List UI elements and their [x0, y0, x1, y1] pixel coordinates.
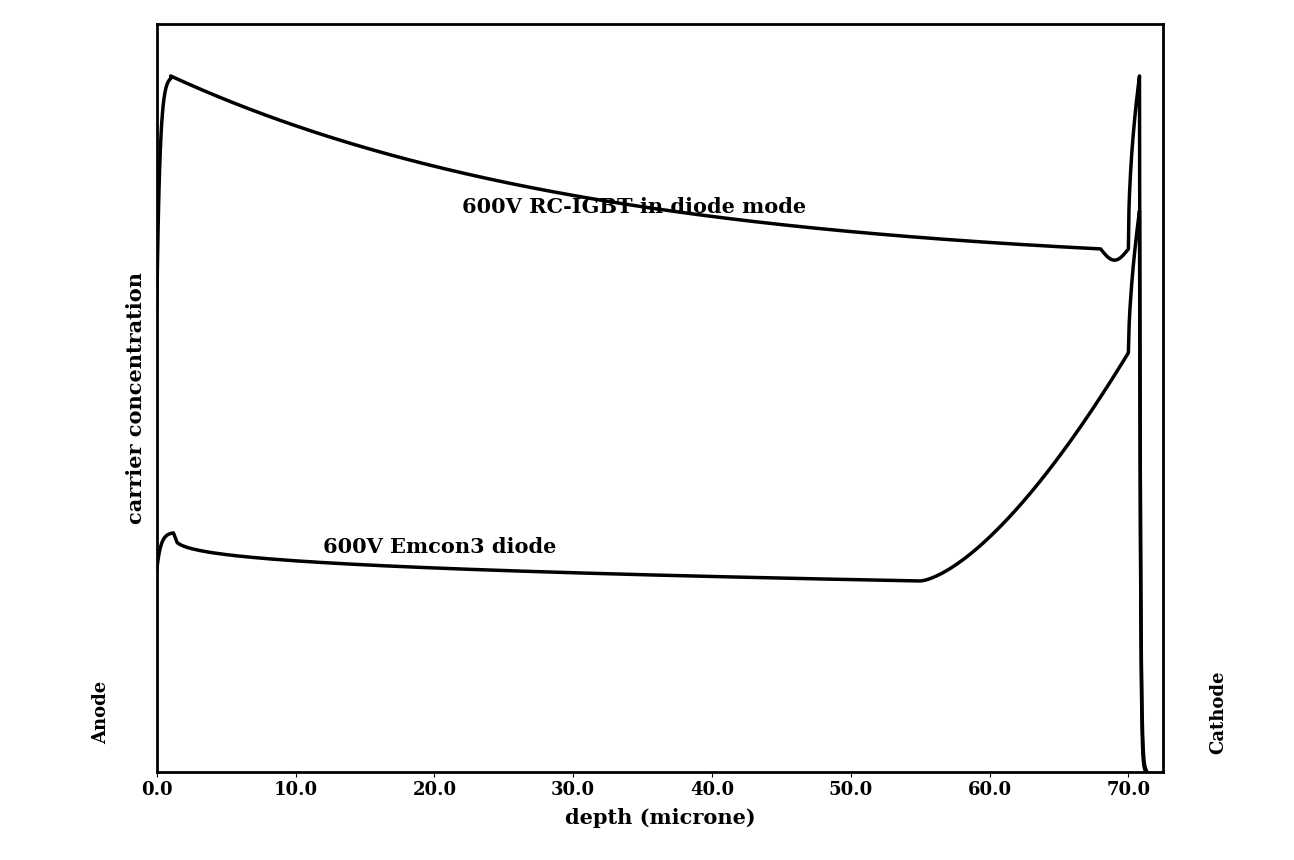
- Y-axis label: carrier concentration: carrier concentration: [126, 272, 146, 524]
- Text: Cathode: Cathode: [1210, 670, 1228, 753]
- X-axis label: depth (microne): depth (microne): [564, 808, 756, 828]
- Text: 600V RC-IGBT in diode mode: 600V RC-IGBT in diode mode: [462, 197, 806, 217]
- Text: Anode: Anode: [92, 680, 110, 744]
- Text: 600V Emcon3 diode: 600V Emcon3 diode: [324, 538, 556, 557]
